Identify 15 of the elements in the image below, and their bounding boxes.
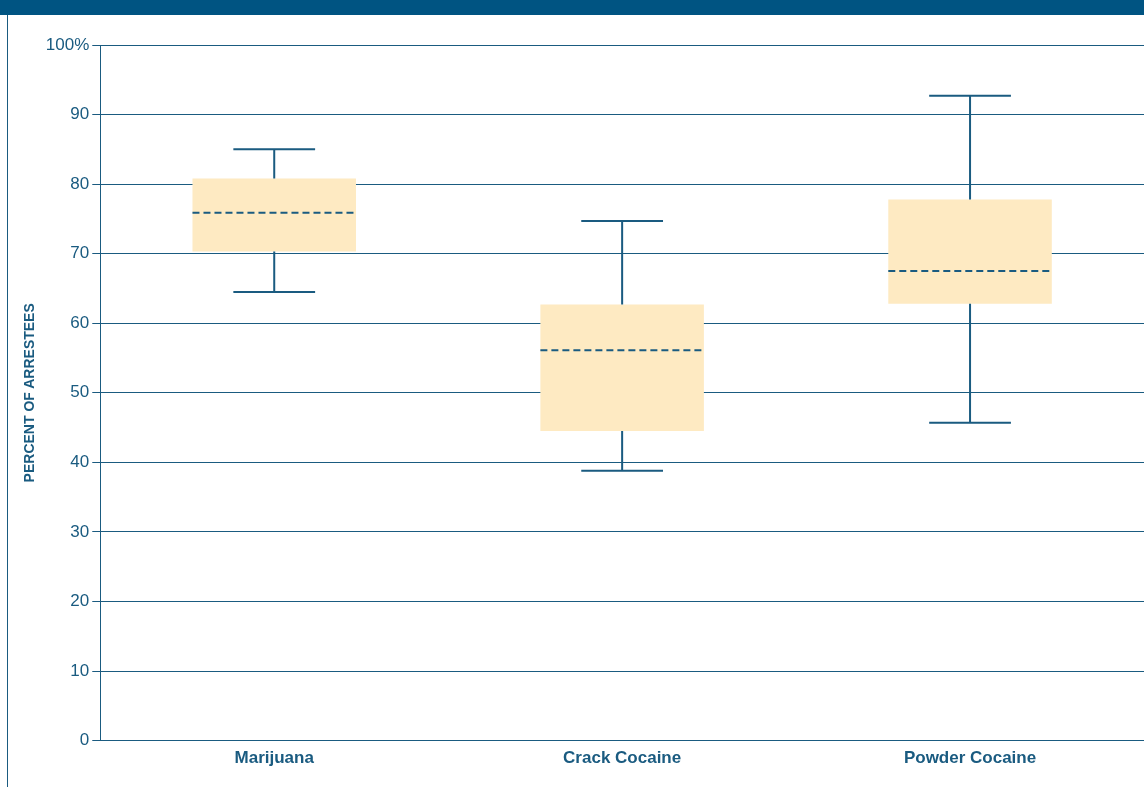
y-tick-label: 30 — [70, 521, 90, 541]
y-tick-label: 60 — [70, 312, 90, 332]
y-tick-label: 50 — [70, 382, 90, 402]
y-tick-label: 70 — [70, 243, 90, 263]
y-tick-label: 40 — [70, 452, 90, 472]
y-tick-label: 20 — [70, 591, 90, 611]
y-tick-label: 10 — [70, 660, 90, 680]
y-tick-label: 80 — [70, 173, 90, 193]
y-tick-label: 90 — [70, 104, 90, 124]
x-tick-label: Powder Cocaine — [903, 748, 1037, 768]
y-tick-label: 0 — [79, 730, 90, 750]
y-tick-label: 100% — [45, 34, 90, 54]
x-tick-label: Crack Cocaine — [563, 748, 682, 768]
y-axis-title: PERCENT OF ARRESTEES — [21, 303, 38, 483]
x-tick-label: Marijuana — [234, 748, 315, 768]
